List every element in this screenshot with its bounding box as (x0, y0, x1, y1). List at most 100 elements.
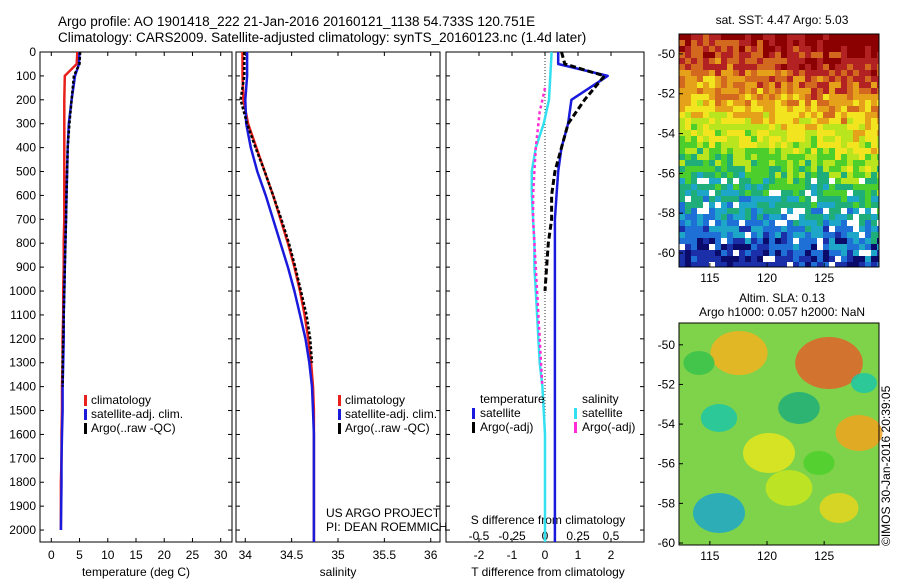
sst-pixel (757, 88, 763, 94)
sst-pixel (691, 226, 697, 232)
sla-map-frame (678, 322, 880, 546)
sst-pixel (805, 160, 811, 166)
sst-pixel (877, 154, 879, 160)
sst-pixel (793, 196, 799, 202)
sst-pixel (679, 184, 685, 190)
sst-pixel (757, 40, 763, 46)
sst-pixel (769, 34, 775, 40)
sst-pixel (835, 100, 841, 106)
sst-pixel (691, 220, 697, 226)
sst-pixel (691, 94, 697, 100)
sst-pixel (781, 100, 787, 106)
sst-pixel (727, 166, 733, 172)
sst-pixel (691, 250, 697, 256)
sst-pixel (679, 244, 685, 250)
sst-pixel (751, 76, 757, 82)
sst-pixel (739, 118, 745, 124)
sst-pixel (751, 100, 757, 106)
sst-pixel (685, 94, 691, 100)
sst-pixel (763, 238, 769, 244)
sst-pixel (769, 112, 775, 118)
sst-pixel (757, 208, 763, 214)
sst-pixel (685, 124, 691, 130)
sst-map-ticks: -50 -52 -54 -56 -58 -60 115 120 125 (658, 47, 835, 285)
sst-pixel (781, 46, 787, 52)
sst-pixel (703, 244, 709, 250)
sst-pixel (745, 256, 751, 262)
sst-pixel (865, 172, 871, 178)
sst-pixel (799, 166, 805, 172)
sst-pixel (721, 82, 727, 88)
sst-pixel (811, 52, 817, 58)
sst-pixel (679, 214, 685, 220)
x-tick-label: 1 (575, 548, 582, 562)
sst-pixel (703, 250, 709, 256)
sst-pixel (841, 232, 847, 238)
sst-pixel (679, 106, 685, 112)
sst-pixel (757, 202, 763, 208)
sst-pixel (817, 166, 823, 172)
sst-pixel (859, 82, 865, 88)
sst-pixel (877, 166, 879, 172)
sst-pixel (799, 184, 805, 190)
sst-pixel (727, 172, 733, 178)
sst-pixel (781, 64, 787, 70)
sst-pixel (787, 184, 793, 190)
sst-pixel (811, 256, 817, 262)
sst-pixel (721, 166, 727, 172)
sst-pixel (805, 220, 811, 226)
diff-legend-t-satellite: satellite (480, 406, 521, 420)
sst-pixel (811, 208, 817, 214)
sst-pixel (763, 46, 769, 52)
diff-legend-s-argo: Argo(-adj) (582, 420, 635, 434)
sst-pixel (775, 226, 781, 232)
sst-pixel (727, 244, 733, 250)
sst-pixel (871, 208, 877, 214)
sst-pixel (877, 238, 879, 244)
sst-pixel (691, 58, 697, 64)
depth-tick-label: 0 (29, 45, 36, 59)
sst-pixel (775, 244, 781, 250)
x-tick-label: 34.5 (280, 548, 304, 562)
sst-pixel (769, 226, 775, 232)
legend-swatch-climatology (338, 395, 341, 406)
sst-pixel (859, 154, 865, 160)
sst-pixel (715, 40, 721, 46)
sst-pixel (775, 250, 781, 256)
sst-pixel (757, 172, 763, 178)
sst-pixel (805, 148, 811, 154)
sst-pixel (829, 244, 835, 250)
sst-pixel (697, 202, 703, 208)
sst-pixel (745, 88, 751, 94)
sal-x-ticks: 34 34.5 35 35.5 36 (239, 52, 438, 562)
sst-pixel (727, 58, 733, 64)
sla-blob (835, 415, 883, 451)
sst-pixel (721, 220, 727, 226)
depth-tick-label: 600 (16, 188, 36, 202)
sst-pixel (715, 148, 721, 154)
sst-pixel (871, 214, 877, 220)
sst-pixel (697, 184, 703, 190)
sst-pixel (835, 112, 841, 118)
sst-pixel (877, 178, 879, 184)
sst-pixel (823, 46, 829, 52)
sst-pixel (697, 46, 703, 52)
sst-pixel (829, 238, 835, 244)
sst-pixel (853, 112, 859, 118)
sst-pixel (757, 148, 763, 154)
sst-pixel (823, 196, 829, 202)
sst-pixel (715, 112, 721, 118)
sst-pixel (727, 82, 733, 88)
sst-pixel (697, 172, 703, 178)
sst-pixel (823, 64, 829, 70)
sst-pixel (823, 52, 829, 58)
sst-pixel (847, 178, 853, 184)
sst-pixel (745, 136, 751, 142)
sst-pixel (805, 190, 811, 196)
sst-pixel (691, 70, 697, 76)
sst-pixel (709, 232, 715, 238)
sst-pixel (697, 100, 703, 106)
sst-pixel (703, 76, 709, 82)
sst-pixel (847, 130, 853, 136)
sst-pixel (769, 208, 775, 214)
